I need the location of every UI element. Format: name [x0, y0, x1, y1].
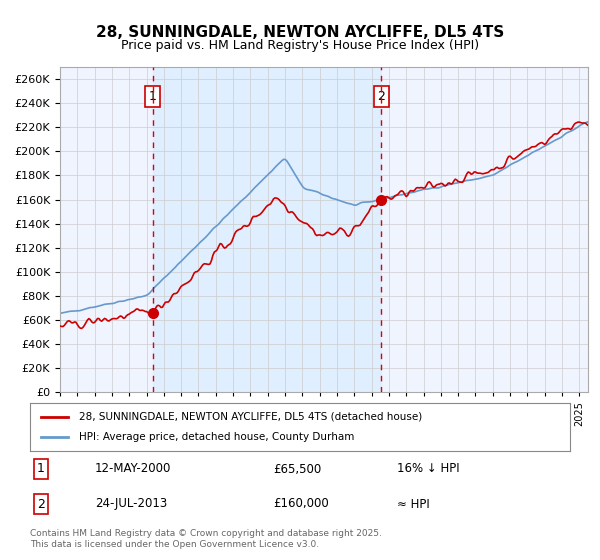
Bar: [153, 67, 382, 392]
Text: 2: 2: [377, 90, 385, 103]
Text: £160,000: £160,000: [273, 497, 329, 511]
Text: ≈ HPI: ≈ HPI: [397, 497, 430, 511]
Text: 12-MAY-2000: 12-MAY-2000: [95, 463, 171, 475]
Text: Price paid vs. HM Land Registry's House Price Index (HPI): Price paid vs. HM Land Registry's House …: [121, 39, 479, 52]
Text: 16% ↓ HPI: 16% ↓ HPI: [397, 463, 460, 475]
Text: 28, SUNNINGDALE, NEWTON AYCLIFFE, DL5 4TS (detached house): 28, SUNNINGDALE, NEWTON AYCLIFFE, DL5 4T…: [79, 412, 422, 422]
Text: 28, SUNNINGDALE, NEWTON AYCLIFFE, DL5 4TS: 28, SUNNINGDALE, NEWTON AYCLIFFE, DL5 4T…: [96, 25, 504, 40]
Text: Contains HM Land Registry data © Crown copyright and database right 2025.
This d: Contains HM Land Registry data © Crown c…: [30, 529, 382, 549]
Text: 2: 2: [37, 497, 45, 511]
Text: 1: 1: [37, 463, 45, 475]
Text: HPI: Average price, detached house, County Durham: HPI: Average price, detached house, Coun…: [79, 432, 354, 442]
Text: £65,500: £65,500: [273, 463, 321, 475]
Text: 24-JUL-2013: 24-JUL-2013: [95, 497, 167, 511]
Text: 1: 1: [149, 90, 157, 103]
